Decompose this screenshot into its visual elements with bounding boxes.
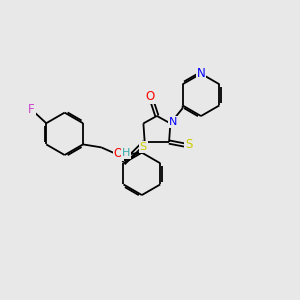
Text: H: H [122,148,130,158]
Text: N: N [169,117,178,127]
Text: S: S [140,142,147,152]
Text: O: O [146,90,155,103]
Text: O: O [114,147,123,160]
Text: F: F [28,103,35,116]
Text: N: N [196,67,206,80]
Text: S: S [185,139,192,152]
